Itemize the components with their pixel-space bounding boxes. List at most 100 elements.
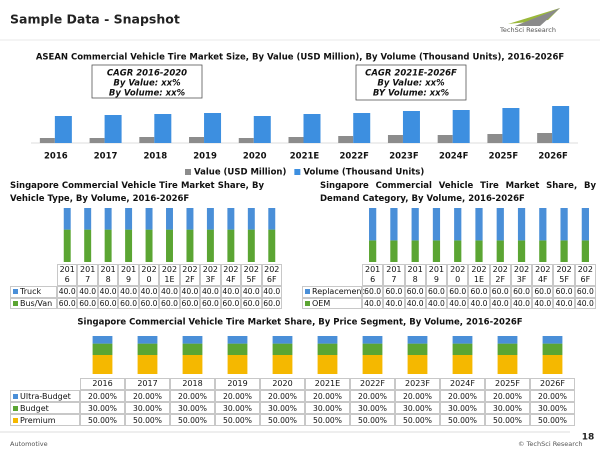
table-value-cell: 30.00% (305, 402, 350, 414)
table-header-cell: 2023F (200, 264, 221, 286)
table-value-cell: 60.0 (241, 297, 262, 309)
bar-segment (92, 336, 113, 344)
legend-key (13, 405, 18, 411)
bar-segment (390, 240, 398, 262)
table-row-label: Truck (10, 286, 57, 298)
bar-segment (227, 355, 248, 374)
table-value-cell: 30.00% (125, 402, 170, 414)
legend-label: Ultra-Budget (20, 391, 71, 401)
table-header-cell: 2021E (468, 264, 490, 286)
bar-segment (63, 208, 71, 230)
x-tick-label: 2018 (143, 152, 167, 162)
bar-segment (497, 336, 518, 344)
table-header-cell: 2019 (215, 378, 260, 390)
legend-label: Budget (20, 403, 49, 413)
bar-segment (369, 208, 377, 241)
bar (238, 138, 254, 143)
table-value-cell: 40.0 (200, 286, 221, 298)
table-header-cell: 2025F (553, 264, 575, 286)
legend-key (185, 169, 191, 175)
x-tick-label: 2017 (94, 152, 118, 162)
bar-segment (432, 208, 441, 241)
bar-segment (166, 229, 173, 262)
logo-mark (515, 8, 560, 26)
footer-left: Automotive (10, 440, 48, 448)
bar-segment (517, 208, 526, 241)
table-header-cell: 2018 (404, 264, 426, 286)
bar-segment (272, 336, 293, 344)
table-value-cell: 60.0 (57, 297, 78, 309)
table-value-cell: 60.0 (489, 286, 511, 298)
chart-title: ASEAN Commercial Vehicle Tire Market Siz… (36, 53, 565, 63)
table-row-label: Bus/Van (10, 297, 57, 309)
bar-segment (145, 208, 153, 230)
bar-segment (227, 336, 248, 344)
bar (552, 106, 570, 143)
bar-segment (407, 343, 428, 355)
legend-key (305, 289, 310, 295)
bar-segment (475, 208, 483, 241)
table-value-cell: 50.00% (80, 414, 125, 426)
bar (139, 137, 155, 143)
table-header-cell: 2024F (532, 264, 554, 286)
table-header-cell: 2025F (241, 264, 262, 286)
table-value-cell: 40.0 (179, 286, 201, 298)
annotation: By Value: xx% (113, 79, 181, 89)
x-tick-label: 2016 (44, 152, 68, 162)
table-value-cell: 60.0 (574, 286, 596, 298)
table-value-cell: 40.0 (489, 297, 511, 309)
table-value-cell: 50.00% (305, 414, 350, 426)
table-value-cell: 60.0 (532, 286, 554, 298)
bar-segment (407, 336, 428, 344)
bar-segment (182, 336, 203, 344)
table-value-cell: 60.0 (447, 286, 469, 298)
bar-segment (496, 208, 504, 241)
bar (353, 113, 371, 143)
table-value-cell: 30.00% (80, 402, 125, 414)
bar-segment (137, 355, 158, 374)
chart-title: Singapore Commercial Vehicle Tire Market… (10, 181, 264, 204)
annotation: By Volume: xx% (109, 89, 186, 99)
table-header-cell: 2021E (159, 264, 180, 286)
bar-segment (560, 208, 568, 241)
bar-segment (369, 240, 377, 262)
table-value-cell: 30.00% (170, 402, 215, 414)
bar-segment (539, 208, 547, 241)
table-value-cell: 60.0 (220, 297, 242, 309)
table-value-cell: 40.0 (468, 297, 490, 309)
legend-label: Truck (20, 287, 42, 297)
bar (303, 114, 321, 143)
table-value-cell: 60.0 (510, 286, 533, 298)
bar-segment (542, 343, 563, 355)
table-value-cell: 40.0 (261, 286, 282, 298)
legend-key (13, 393, 18, 399)
footer-right: © TechSci Research (518, 440, 583, 448)
x-tick-label: 2026F (538, 152, 568, 162)
table-value-cell: 60.0 (159, 297, 180, 309)
table-value-cell: 40.0 (220, 286, 242, 298)
x-tick-label: 2025F (489, 152, 519, 162)
bar (452, 110, 470, 143)
bar (338, 136, 354, 143)
table-value-cell: 40.0 (97, 286, 119, 298)
bar-segment (92, 343, 113, 355)
bar-segment (247, 208, 255, 230)
bar-segment (268, 208, 276, 230)
legend-key (13, 300, 18, 306)
bar-segment (227, 229, 235, 262)
bar (253, 116, 271, 143)
table-row-label: OEM (302, 297, 362, 309)
bar (104, 115, 122, 143)
table-header-cell: 2016 (362, 264, 384, 286)
legend-label: Volume (Thousand Units) (303, 168, 424, 178)
table-value-cell: 60.0 (425, 286, 448, 298)
bar-segment (362, 355, 383, 374)
table-row-label: Replacement (302, 286, 365, 298)
table-value-cell: 20.00% (80, 390, 125, 402)
legend-key (305, 300, 310, 306)
table-value-cell: 20.00% (485, 390, 530, 402)
bar-segment (227, 208, 235, 230)
bar-segment (317, 336, 338, 344)
legend-key (13, 289, 18, 295)
